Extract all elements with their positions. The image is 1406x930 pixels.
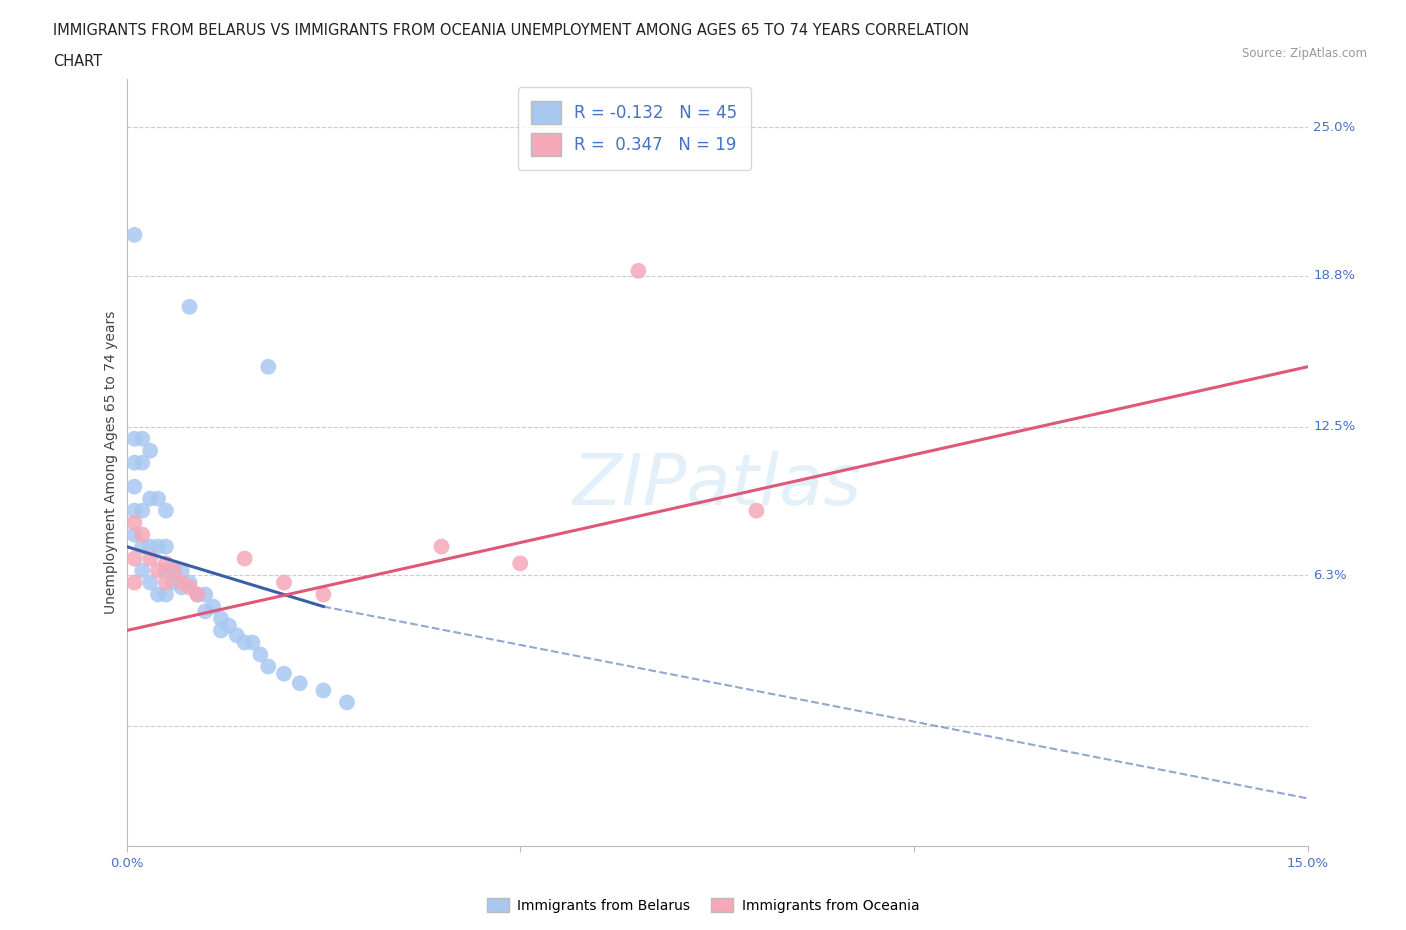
Legend: Immigrants from Belarus, Immigrants from Oceania: Immigrants from Belarus, Immigrants from… xyxy=(481,893,925,919)
Point xyxy=(139,444,162,458)
Point xyxy=(131,432,153,446)
Point xyxy=(131,503,153,518)
Text: 12.5%: 12.5% xyxy=(1313,420,1355,433)
Point xyxy=(179,580,201,595)
Point xyxy=(163,564,186,578)
Text: Source: ZipAtlas.com: Source: ZipAtlas.com xyxy=(1241,46,1367,60)
Point xyxy=(146,587,169,602)
Point xyxy=(627,263,650,278)
Point xyxy=(124,479,146,494)
Point xyxy=(124,503,146,518)
Point xyxy=(131,456,153,471)
Text: IMMIGRANTS FROM BELARUS VS IMMIGRANTS FROM OCEANIA UNEMPLOYMENT AMONG AGES 65 TO: IMMIGRANTS FROM BELARUS VS IMMIGRANTS FR… xyxy=(53,23,970,38)
Point xyxy=(163,564,186,578)
Point xyxy=(170,564,193,578)
Point xyxy=(194,587,217,602)
Point xyxy=(131,539,153,554)
Point xyxy=(202,599,225,614)
Point xyxy=(124,575,146,590)
Point xyxy=(257,659,280,674)
Point xyxy=(139,491,162,506)
Point xyxy=(186,587,208,602)
Point xyxy=(146,539,169,554)
Legend: R = -0.132   N = 45, R =  0.347   N = 19: R = -0.132 N = 45, R = 0.347 N = 19 xyxy=(517,87,751,169)
Point xyxy=(509,556,531,571)
Point xyxy=(249,647,271,662)
Point xyxy=(170,575,193,590)
Text: CHART: CHART xyxy=(53,54,103,69)
Point xyxy=(131,527,153,542)
Point xyxy=(288,676,311,691)
Point xyxy=(179,575,201,590)
Point xyxy=(139,539,162,554)
Point xyxy=(242,635,264,650)
Point xyxy=(233,551,256,566)
Point xyxy=(209,611,232,626)
Point xyxy=(170,580,193,595)
Point xyxy=(312,587,335,602)
Point xyxy=(336,695,359,710)
Text: 25.0%: 25.0% xyxy=(1313,121,1355,134)
Point xyxy=(273,666,295,681)
Point xyxy=(257,359,280,374)
Point xyxy=(163,575,186,590)
Point xyxy=(155,575,177,590)
Point xyxy=(312,683,335,698)
Point xyxy=(218,618,240,633)
Point xyxy=(194,604,217,618)
Point xyxy=(745,503,768,518)
Point xyxy=(209,623,232,638)
Point xyxy=(179,299,201,314)
Point xyxy=(124,456,146,471)
Point xyxy=(155,556,177,571)
Text: ZIPatlas: ZIPatlas xyxy=(572,451,862,520)
Point xyxy=(155,539,177,554)
Point xyxy=(139,575,162,590)
Point xyxy=(124,432,146,446)
Point xyxy=(124,551,146,566)
Point xyxy=(139,551,162,566)
Point xyxy=(430,539,453,554)
Point xyxy=(186,587,208,602)
Point xyxy=(131,564,153,578)
Point xyxy=(155,503,177,518)
Y-axis label: Unemployment Among Ages 65 to 74 years: Unemployment Among Ages 65 to 74 years xyxy=(104,311,118,615)
Point xyxy=(124,515,146,530)
Point xyxy=(155,587,177,602)
Text: 18.8%: 18.8% xyxy=(1313,269,1355,282)
Point xyxy=(124,228,146,243)
Point xyxy=(273,575,295,590)
Text: 6.3%: 6.3% xyxy=(1313,569,1347,582)
Point xyxy=(146,564,169,578)
Point xyxy=(155,564,177,578)
Point xyxy=(225,628,247,643)
Point xyxy=(233,635,256,650)
Point xyxy=(146,491,169,506)
Point xyxy=(124,527,146,542)
